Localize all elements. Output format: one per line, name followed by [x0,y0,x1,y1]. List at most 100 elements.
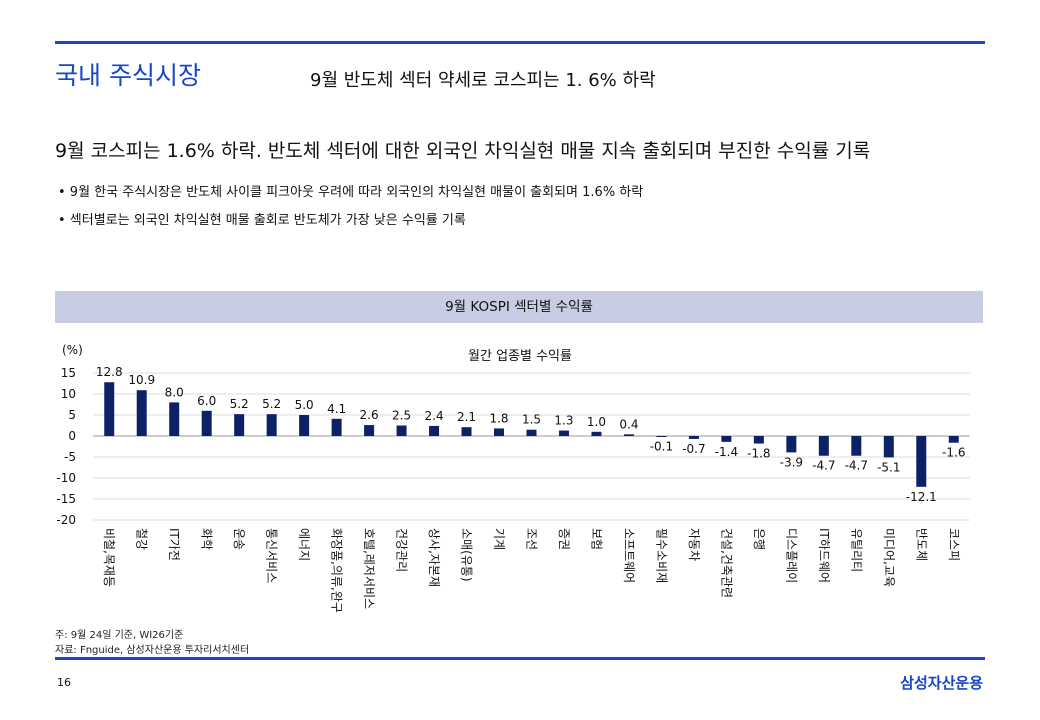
data-label: 10.9 [128,373,155,387]
data-label: 2.6 [360,408,379,422]
x-tick-label: 증권 [557,528,571,550]
x-tick-label: IT가전 [167,528,181,561]
x-tick-label: 자동차 [687,528,701,561]
footnote: 주: 9월 24일 기준, WI26기준 [55,630,184,641]
data-label: 1.8 [489,411,508,425]
data-label: -1.6 [942,446,965,460]
bar [721,436,732,442]
y-axis-unit: (%) [62,343,83,357]
bar [851,436,862,456]
data-label: -0.7 [682,442,705,456]
bar [623,434,634,436]
x-tick-label: 호텔,레저서비스 [362,528,376,609]
chart-band-title: 9월 KOSPI 섹터별 수익률 [55,291,983,323]
headline: 9월 코스피는 1.6% 하락. 반도체 섹터에 대한 외국인 차익실현 매물 … [55,140,871,162]
bar [299,415,310,436]
bar [266,414,277,436]
page-subtitle: 9월 반도체 섹터 약세로 코스피는 1. 6% 하락 [310,70,656,91]
x-tick-label: 코스피 [947,528,961,561]
y-tick-label: -5 [64,450,76,464]
data-label: -0.1 [650,439,673,453]
x-tick-label: 은행 [752,528,767,550]
bar [136,390,147,436]
x-tick-label: 건강관리 [395,528,409,572]
data-label: -3.9 [780,455,803,469]
data-label: 1.0 [587,415,606,429]
y-tick-label: -10 [56,471,76,485]
data-label: -1.4 [715,445,738,459]
bar [916,436,927,487]
data-label: 5.2 [262,397,281,411]
page-title: 국내 주식시장 [55,61,201,90]
data-label: 4.1 [327,402,346,416]
data-label: 0.4 [619,417,638,431]
bullet-1: • 9월 한국 주식시장은 반도체 사이클 피크아웃 우려에 따라 외국인의 차… [58,185,644,200]
y-tick-label: 5 [68,408,76,422]
x-tick-label: 기계 [492,528,506,550]
bottom-rule [55,657,985,660]
x-tick-label: 디스플레이 [784,528,798,583]
x-tick-label: IT하드웨어 [817,528,831,583]
bar [234,414,245,436]
x-tick-label: 반도체 [914,528,928,561]
bar [883,436,894,458]
bar-chart: 15 10 5 0 -5 -10 -15 -20 12.8 비철,목재등 10.9 철강 8.0 IT가전… [56,365,970,613]
y-tick-label: -15 [56,492,76,506]
x-tick-label: 건설,건축관련 [719,528,733,598]
x-tick-label: 보험 [589,528,603,550]
data-label: 1.3 [554,414,573,428]
bar [818,436,829,456]
bar [104,382,115,436]
data-label: 2.1 [457,410,476,424]
x-tick-label: 유틸리티 [849,528,863,572]
source-note: 자료: Fnguide, 삼성자산운용 투자리서치센터 [55,645,250,656]
bar [461,427,472,436]
x-tick-label: 철강 [135,528,149,550]
bar [591,431,602,436]
bar [364,425,375,436]
bar [331,418,342,436]
x-tick-label: 통신서비스 [265,528,279,583]
bar [429,425,440,436]
y-tick-label: -20 [56,513,76,527]
bullet-2: • 섹터별로는 외국인 차익실현 매물 출회로 반도체가 가장 낮은 수익률 기… [58,213,466,228]
bar [558,430,569,436]
data-label: 5.2 [230,397,249,411]
x-tick-label: 소매(유통) [460,528,474,582]
bar [526,429,537,436]
top-rule [55,41,985,44]
chart-title: 월간 업종별 수익률 [468,349,572,364]
bar [396,425,407,436]
y-tick-label: 15 [61,366,76,380]
x-tick-label: 미디어,교육 [882,528,896,587]
bar [688,436,699,439]
data-label: 2.4 [425,409,444,423]
page-number: 16 [57,676,71,689]
bar [201,410,212,436]
bar [494,428,505,436]
bar [753,436,764,444]
data-label: 1.5 [522,413,541,427]
bar [169,402,180,436]
x-tick-label: 비철,목재등 [102,528,116,587]
data-label: -4.7 [812,459,835,473]
x-tick-label: 화학 [200,528,214,550]
data-label: -4.7 [845,459,868,473]
x-tick-label: 필수소비재 [654,528,668,583]
x-tick-label: 조선 [525,528,539,550]
data-label: 12.8 [96,365,123,379]
bar [656,436,667,437]
y-tick-label: 10 [61,387,76,401]
brand-logo: 삼성자산운용 [900,674,983,692]
x-tick-label: 소프트웨어 [622,528,636,583]
bar [786,436,797,453]
data-label: -5.1 [877,460,900,474]
data-label: 8.0 [165,385,184,399]
data-label: -1.8 [747,447,770,461]
x-tick-label: 운송 [232,528,246,550]
data-label: -12.1 [906,490,937,504]
data-label: 6.0 [197,394,216,408]
bar [948,436,959,443]
x-tick-label: 상사,자본재 [427,528,441,587]
x-tick-label: 화장품,의류,완구 [330,528,344,613]
